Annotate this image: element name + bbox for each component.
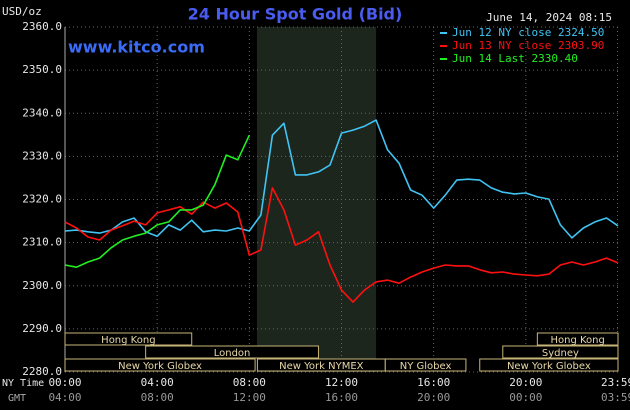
x2-axis-label: GMT: [8, 393, 26, 404]
session-bar: [479, 358, 619, 372]
session-label: NY Globex: [400, 361, 452, 372]
y-tick-label: 2280.0: [22, 365, 62, 378]
session-bar: [64, 358, 256, 372]
legend-label: Jun 14 Last 2330.40: [452, 52, 578, 65]
series-line: [64, 134, 251, 268]
session-label: Hong Kong: [101, 335, 155, 346]
x2-tick-label: 20:00: [417, 391, 450, 404]
y-tick-label: 2290.0: [22, 322, 62, 335]
x-axis-label: NY Time: [2, 378, 44, 389]
chart-title: 24 Hour Spot Gold (Bid): [188, 5, 403, 24]
x-tick-label: 23:59: [601, 376, 630, 389]
x-tick-label: 00:00: [48, 376, 81, 389]
x-tick-label: 12:00: [325, 376, 358, 389]
y-tick-label: 2340.0: [22, 106, 62, 119]
y-tick-label: 2320.0: [22, 193, 62, 206]
x2-tick-label: 04:00: [48, 391, 81, 404]
x-tick-label: 04:00: [141, 376, 174, 389]
x2-tick-label: 00:00: [509, 391, 542, 404]
y-tick-label: 2330.0: [22, 149, 62, 162]
y-axis-label: USD/oz: [2, 5, 42, 18]
session-bar: [145, 345, 319, 359]
y-tick-label: 2360.0: [22, 20, 62, 33]
x-tick-label: 08:00: [233, 376, 266, 389]
x2-tick-label: 16:00: [325, 391, 358, 404]
session-bar: [502, 345, 619, 359]
timestamp: June 14, 2024 08:15: [486, 11, 612, 24]
series-line: [64, 119, 619, 239]
session-label: New York NYMEX: [279, 361, 364, 372]
session-label: Sydney: [542, 348, 579, 359]
session-bar: [64, 332, 193, 346]
x2-tick-label: 12:00: [233, 391, 266, 404]
session-label: London: [214, 348, 251, 359]
source: www.kitco.com: [68, 38, 205, 57]
session-label: New York Globex: [118, 361, 202, 372]
legend-label: Jun 12 NY close 2324.50: [452, 26, 604, 39]
y-tick-label: 2300.0: [22, 279, 62, 292]
y-tick-label: 2350.0: [22, 63, 62, 76]
trading-hours-band: [256, 27, 377, 372]
x-tick-label: 16:00: [417, 376, 450, 389]
session-label: New York Globex: [507, 361, 591, 372]
y-tick-label: 2310.0: [22, 236, 62, 249]
session-label: Hong Kong: [550, 335, 604, 346]
series-line: [64, 187, 619, 303]
x2-tick-label: 03:59: [601, 391, 630, 404]
session-bar: [384, 358, 467, 372]
x-tick-label: 20:00: [509, 376, 542, 389]
session-bar: [536, 332, 619, 346]
legend-label: Jun 13 NY close 2303.90: [452, 39, 604, 52]
x2-tick-label: 08:00: [141, 391, 174, 404]
